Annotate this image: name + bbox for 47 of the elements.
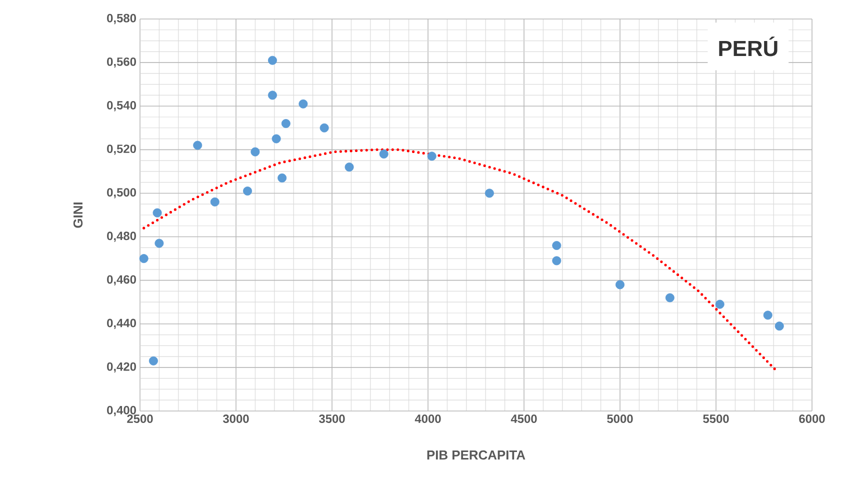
point: [763, 310, 772, 320]
y-tick-label: 0,480: [107, 232, 136, 242]
point: [152, 208, 162, 218]
y-tick-label: 0,560: [107, 57, 136, 68]
y-tick-label: 0,440: [107, 318, 136, 329]
point: [298, 99, 308, 108]
text: PERÚ: [719, 36, 778, 56]
x-tick-label: 5000: [607, 414, 633, 423]
x-tick-label: 5500: [703, 414, 729, 423]
y-tick-label: 0,500: [107, 188, 136, 198]
point: [278, 173, 287, 182]
x-tick-label: 3000: [222, 414, 249, 424]
y-tick-label: 0,400: [107, 406, 136, 416]
x-tick-label: 2500: [127, 414, 153, 423]
point: [715, 300, 724, 309]
x-tick-label: 6000: [799, 414, 825, 423]
point: [148, 356, 158, 366]
y-tick-label: 0,540: [107, 101, 136, 112]
point: [281, 119, 290, 128]
x-tick-label: 4000: [414, 414, 441, 423]
y-tick-label: 0,520: [107, 144, 136, 155]
x-tick-label: 3500: [318, 414, 345, 424]
point: [272, 134, 281, 144]
point: [250, 147, 260, 156]
point: [268, 90, 277, 100]
point: [665, 293, 674, 302]
point: [552, 240, 562, 250]
point: [427, 152, 436, 161]
x-axis-title: PIB PERCAPITA: [427, 450, 526, 460]
y-tick-label: 0,580: [107, 14, 136, 24]
x-tick-label: 4500: [510, 414, 537, 423]
point: [774, 322, 784, 331]
y-axis-title: GINI: [73, 202, 83, 228]
point: [344, 162, 354, 172]
point: [616, 280, 625, 290]
point: [243, 186, 252, 196]
point: [193, 140, 202, 150]
point: [139, 254, 148, 264]
y-tick-label: 0,460: [107, 275, 136, 286]
y-tick-label: 0,420: [107, 362, 136, 373]
point: [268, 56, 277, 65]
point: [379, 150, 388, 159]
point: [154, 238, 164, 248]
point: [210, 197, 220, 206]
point: [484, 188, 494, 198]
point: [552, 256, 562, 266]
point: [320, 123, 329, 132]
